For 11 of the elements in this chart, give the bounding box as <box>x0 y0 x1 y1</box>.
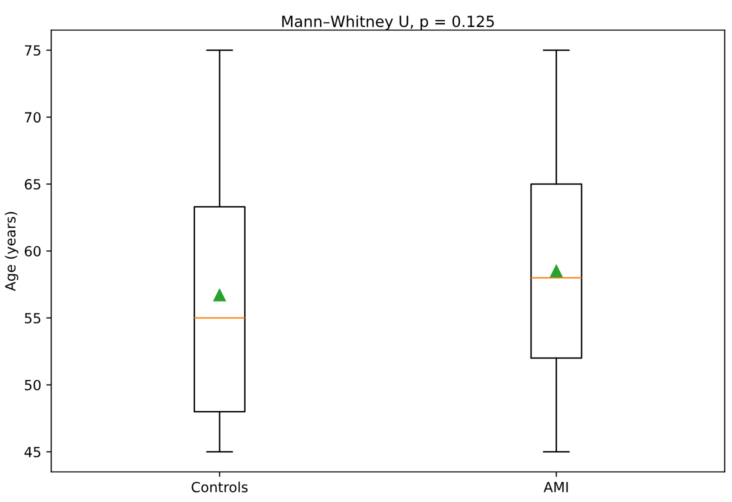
x-tick-label: Controls <box>192 482 248 492</box>
y-tick-label: 75 <box>24 45 40 56</box>
x-tick-label: AMI <box>544 482 568 492</box>
y-tick-label: 70 <box>24 112 41 123</box>
y-tick-label: 55 <box>24 313 40 324</box>
y-tick-label: 50 <box>24 380 41 390</box>
y-tick-label: 65 <box>24 179 40 190</box>
chart-title: Mann–Whitney U, p = 0.125 <box>282 15 494 30</box>
y-tick-label: 60 <box>24 246 41 256</box>
y-tick-label: 45 <box>24 446 40 458</box>
y-axis-title: Age (years) <box>4 212 18 292</box>
